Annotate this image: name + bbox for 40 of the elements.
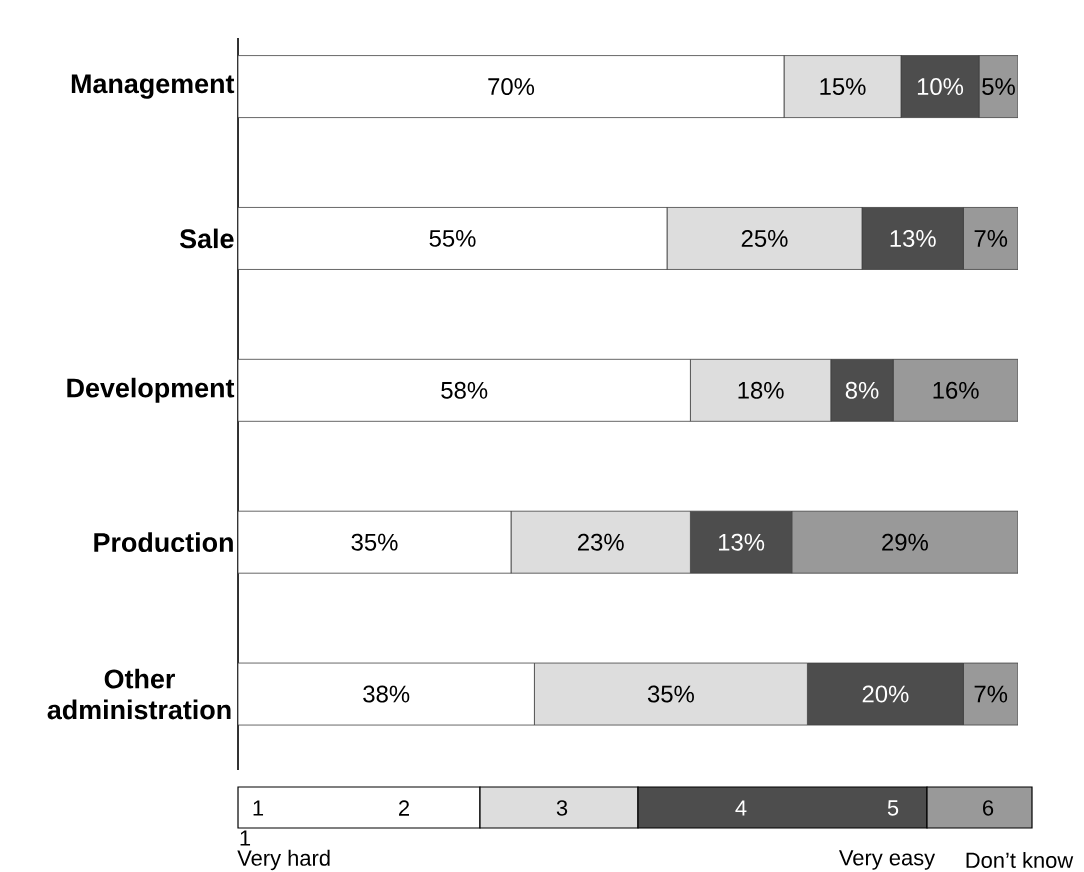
text: 2 xyxy=(399,800,410,816)
data-label: 5% xyxy=(982,78,1015,95)
text: 6 xyxy=(983,800,994,816)
data-label: 13% xyxy=(719,533,765,551)
data-label: 7% xyxy=(974,230,1008,247)
data-label: 10% xyxy=(917,78,964,96)
data-label: 15% xyxy=(820,78,866,95)
data-label: 70% xyxy=(488,78,535,96)
data-label: 35% xyxy=(647,685,694,703)
y-tick-label: Development xyxy=(67,377,235,403)
text: Very hard xyxy=(237,849,330,871)
data-label: 29% xyxy=(882,533,928,551)
data-label: 58% xyxy=(441,381,488,399)
text: 4 xyxy=(735,800,747,816)
text: Don’t know xyxy=(966,851,1074,869)
data-label: 23% xyxy=(577,533,624,551)
data-label: 38% xyxy=(363,685,410,703)
text: Very easy xyxy=(838,850,936,870)
data-label: 55% xyxy=(429,230,476,247)
y-tick-label: Sale xyxy=(179,228,234,249)
data-label: 25% xyxy=(741,229,788,247)
bar xyxy=(238,662,535,726)
data-label: 35% xyxy=(351,533,398,551)
text: 3 xyxy=(556,800,568,816)
bar xyxy=(238,55,785,118)
y-tick-label: Production xyxy=(94,532,233,553)
bar xyxy=(238,207,668,270)
data-label: 16% xyxy=(933,381,979,399)
data-label: 18% xyxy=(738,381,784,399)
data-label: 13% xyxy=(890,229,936,247)
bar xyxy=(238,358,691,422)
text: 1 xyxy=(240,830,251,846)
text: 5 xyxy=(887,800,899,816)
y-tick-label: Management xyxy=(71,74,235,99)
data-label: 7% xyxy=(974,685,1008,703)
data-label: 20% xyxy=(862,685,909,703)
data-label: 8% xyxy=(845,381,879,399)
text: 1 xyxy=(253,800,264,816)
bar xyxy=(238,510,512,574)
y-tick-label: Other administration xyxy=(47,668,231,720)
